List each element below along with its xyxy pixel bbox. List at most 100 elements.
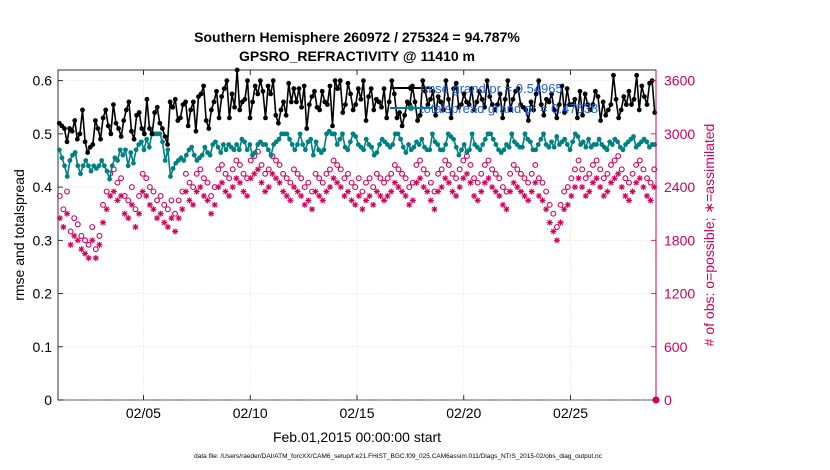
obs-possible-point xyxy=(262,170,269,177)
obs-assimilated-point xyxy=(56,215,63,222)
obs-assimilated-stroke xyxy=(370,202,376,208)
obs-possible-point xyxy=(323,170,330,177)
spread-point xyxy=(575,134,581,139)
obs-assimilated-stroke xyxy=(345,188,351,195)
obs-assimilated-stroke xyxy=(100,219,106,226)
obs-assimilated-point xyxy=(438,184,445,191)
obs-assimilated-point xyxy=(499,201,506,208)
spread-point xyxy=(218,150,224,155)
obs-assimilated-point xyxy=(485,175,492,182)
obs-assimilated-stroke xyxy=(352,202,358,208)
rmse-point xyxy=(618,107,624,113)
obs-possible-point xyxy=(438,166,445,173)
obs-assimilated-point xyxy=(431,206,438,213)
spread-point xyxy=(509,131,515,137)
y-tick-label-right: 3600 xyxy=(664,73,695,89)
obs-possible-point xyxy=(197,166,204,173)
obs-assimilated-point xyxy=(341,192,348,199)
rmse-point xyxy=(574,115,580,121)
rmse-point xyxy=(546,99,552,105)
rmse-point xyxy=(296,86,302,92)
rmse-point xyxy=(162,134,168,139)
spread-point xyxy=(99,158,105,163)
obs-assimilated-point xyxy=(377,192,384,199)
obs-possible-point xyxy=(395,166,402,173)
rmse-point xyxy=(108,131,114,137)
spread-point xyxy=(88,168,94,174)
obs-possible-point xyxy=(651,166,658,173)
obs-assimilated-stroke xyxy=(276,180,283,186)
obs-assimilated-point xyxy=(229,184,236,191)
obs-assimilated-point xyxy=(427,197,434,204)
rmse-point xyxy=(507,107,513,113)
spread-point xyxy=(128,150,134,155)
obs-assimilated-point xyxy=(449,188,456,195)
obs-assimilated-stroke xyxy=(392,180,398,186)
spread-point xyxy=(109,163,115,169)
rmse-point xyxy=(62,126,67,131)
obs-assimilated-stroke xyxy=(539,197,546,203)
obs-assimilated-stroke xyxy=(626,197,632,203)
obs-assimilated-point xyxy=(373,188,380,195)
obs-assimilated-stroke xyxy=(294,188,301,195)
rmse-point xyxy=(167,99,173,105)
spread-point xyxy=(202,144,208,150)
obs-assimilated-stroke xyxy=(374,188,380,195)
spread-point xyxy=(377,142,382,147)
obs-assimilated-point xyxy=(370,201,377,208)
obs-assimilated-point xyxy=(442,175,449,182)
obs-assimilated-point xyxy=(550,228,557,235)
y-tick-label-right: 3000 xyxy=(664,126,695,142)
spread-point xyxy=(549,139,554,145)
obs-assimilated-point xyxy=(150,206,157,213)
obs-assimilated-point xyxy=(604,188,611,195)
spread-point xyxy=(78,171,83,177)
spread-point xyxy=(213,139,218,145)
rmse-point xyxy=(376,99,382,105)
obs-possible-point xyxy=(218,161,225,168)
obs-possible-point xyxy=(345,170,351,177)
rmse-point xyxy=(600,99,606,105)
obs-assimilated-point xyxy=(399,188,406,195)
rmse-point xyxy=(417,112,423,118)
obs-assimilated-stroke xyxy=(410,197,416,203)
spread-point xyxy=(443,142,449,147)
rmse-point xyxy=(216,115,222,121)
obs-assimilated-point xyxy=(539,197,546,204)
spread-point xyxy=(146,144,152,150)
rmse-point xyxy=(103,107,109,113)
obs-possible-point xyxy=(442,157,449,164)
rmse-point xyxy=(526,118,531,123)
rmse-point xyxy=(621,94,627,100)
spread-point xyxy=(416,142,422,147)
rmse-point xyxy=(363,118,369,123)
rmse-point xyxy=(69,128,75,134)
obs-possible-point xyxy=(128,184,135,191)
obs-assimilated-point xyxy=(78,246,85,253)
rmse-point xyxy=(402,112,408,118)
obs-possible-point xyxy=(233,157,240,164)
rmse-point xyxy=(288,99,294,105)
obs-possible-point xyxy=(92,246,99,253)
obs-assimilated-point xyxy=(363,197,370,204)
obs-assimilated-stroke xyxy=(349,197,355,203)
obs-assimilated-point xyxy=(85,255,92,262)
obs-assimilated-stroke xyxy=(197,184,203,190)
spread-point xyxy=(535,142,541,147)
obs-assimilated-stroke xyxy=(280,188,286,195)
obs-assimilated-stroke xyxy=(525,197,531,203)
obs-assimilated-stroke xyxy=(86,255,92,261)
obs-assimilated-point xyxy=(517,188,524,195)
spread-point xyxy=(72,150,78,155)
obs-assimilated-point xyxy=(395,184,402,191)
obs-assimilated-stroke xyxy=(222,188,229,195)
obs-assimilated-stroke xyxy=(96,242,103,248)
obs-assimilated-stroke xyxy=(273,175,279,181)
rmse-point xyxy=(90,142,96,147)
spread-point xyxy=(247,142,253,147)
obs-possible-point xyxy=(150,188,157,195)
obs-assimilated-point xyxy=(492,188,499,195)
obs-possible-point xyxy=(193,170,200,177)
rmse-point xyxy=(129,128,134,134)
